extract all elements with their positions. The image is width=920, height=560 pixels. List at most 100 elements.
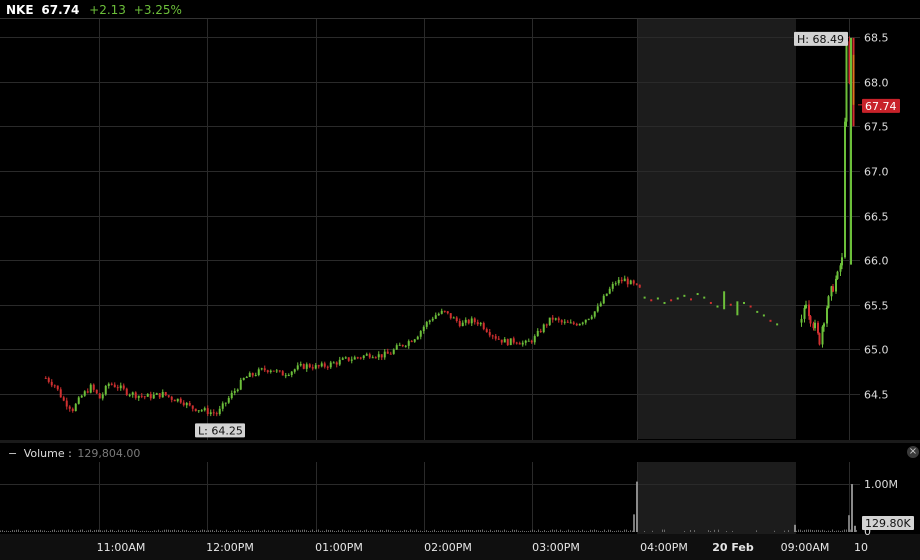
volume-bar (124, 530, 125, 532)
price-axis-tick: 68.0 (864, 77, 889, 90)
price-candle (329, 362, 332, 368)
volume-bar (114, 530, 115, 532)
volume-bar (690, 530, 691, 532)
volume-bar (436, 531, 437, 532)
volume-bar (396, 531, 397, 532)
price-candle (149, 393, 152, 399)
price-candle (365, 354, 368, 356)
premarket-candle (839, 265, 842, 272)
close-volume-button[interactable]: × (907, 446, 919, 458)
after-hours-trade (670, 299, 673, 302)
volume-axis-tick: 0 (864, 525, 871, 538)
price-candle (374, 357, 377, 359)
volume-bar (328, 529, 329, 532)
price-candle (71, 408, 74, 412)
price-candle (185, 402, 188, 406)
volume-bar (540, 531, 541, 532)
panel-divider[interactable] (0, 440, 920, 443)
after-hours-trade (696, 293, 699, 296)
volume-bar (204, 529, 205, 532)
volume-bar (108, 531, 109, 532)
after-hours-trade (690, 298, 692, 301)
price-candle (245, 376, 248, 379)
volume-bar (350, 530, 351, 532)
volume-bar (42, 530, 43, 532)
volume-bar (550, 530, 551, 532)
price-candle (122, 385, 125, 389)
volume-spike (854, 525, 856, 532)
price-candle (425, 322, 428, 327)
price-candle (128, 394, 131, 396)
volume-label: Volume (23, 447, 65, 460)
price-candle (416, 336, 419, 340)
volume-spike (848, 515, 850, 532)
price-candle (218, 408, 221, 415)
price-candle (383, 351, 386, 358)
volume-bar (784, 530, 785, 532)
volume-bar (182, 529, 183, 532)
price-candle (182, 402, 185, 406)
volume-bar (266, 531, 267, 532)
price-candle (449, 313, 452, 319)
volume-bar (310, 530, 311, 532)
collapse-volume-button[interactable]: − (8, 447, 18, 460)
volume-bar (410, 529, 411, 532)
volume-bar (192, 530, 193, 532)
volume-bar (382, 530, 383, 532)
volume-bar (242, 531, 243, 532)
volume-bar (138, 531, 139, 532)
volume-bar (400, 530, 401, 532)
volume-bar (194, 531, 195, 532)
volume-bar (584, 530, 585, 532)
volume-bar (308, 531, 309, 532)
price-candle (326, 366, 329, 368)
volume-bar (440, 530, 441, 532)
volume-bar (290, 529, 291, 532)
price-candle (287, 374, 290, 376)
volume-bar (162, 530, 163, 532)
volume-bar (842, 530, 843, 532)
volume-bar (456, 529, 457, 532)
volume-bar (164, 529, 165, 532)
price-candle (350, 359, 353, 361)
volume-bar (200, 530, 201, 532)
volume-bar (82, 529, 83, 532)
price-candle (422, 326, 425, 332)
volume-bar (368, 530, 369, 532)
volume-bar (342, 529, 343, 532)
price-candle (62, 397, 65, 401)
volume-bar (104, 530, 105, 532)
volume-bar (312, 529, 313, 532)
premarket-candle (844, 121, 846, 258)
price-candle (47, 377, 50, 382)
volume-bar (170, 530, 171, 532)
price-candle (602, 295, 605, 304)
price-candle (590, 316, 593, 319)
volume-bar (226, 529, 227, 532)
price-candle (347, 357, 350, 361)
premarket-candle (823, 323, 825, 327)
volume-bar (160, 531, 161, 532)
volume-bar (608, 529, 609, 532)
price-candle (362, 355, 365, 358)
volume-bar (6, 530, 7, 532)
volume-bar (32, 530, 33, 532)
volume-bar (296, 529, 297, 532)
volume-bar (4, 531, 5, 532)
price-candle (611, 284, 614, 289)
price-candle (56, 385, 59, 390)
price-candle (101, 394, 104, 399)
volume-bar (556, 529, 557, 532)
volume-bar (280, 531, 281, 532)
volume-bar (360, 530, 361, 532)
premarket-candle (808, 304, 810, 317)
volume-bar (820, 530, 821, 532)
last-volume-label-bg (862, 516, 914, 530)
price-change: +2.13 (89, 3, 126, 17)
volume-bar (250, 530, 251, 532)
volume-bar (502, 530, 503, 532)
volume-bar (14, 530, 15, 532)
volume-bar (180, 531, 181, 532)
volume-bar (542, 531, 543, 532)
